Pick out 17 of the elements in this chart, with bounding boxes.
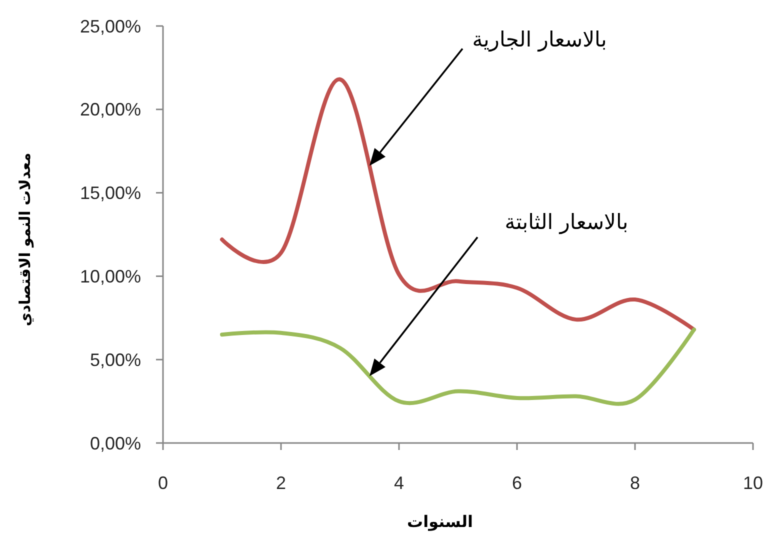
x-tick-label: 6 (512, 473, 522, 493)
y-axis-title: معدلات النمو الاقتصادي (16, 152, 34, 326)
y-tick-label: 20,00% (80, 100, 141, 120)
y-tick-label: 25,00% (80, 16, 141, 36)
line-series (220, 77, 696, 332)
x-tick-label: 2 (276, 473, 286, 493)
annotation: بالاسعار الجارية (472, 28, 607, 53)
x-tick-label: 4 (394, 473, 404, 493)
y-tick-label: 10,00% (80, 266, 141, 286)
y-tick-label: 0,00% (90, 433, 141, 454)
y-tick-label: 5,00% (90, 350, 141, 370)
x-tick-label: 0 (158, 473, 168, 493)
y-tick-label: 15,00% (80, 183, 141, 204)
x-tick-label: 8 (630, 473, 640, 493)
x-axis-title: السنوات (407, 512, 473, 531)
annotation: بالاسعار الثابتة (504, 210, 628, 236)
x-tick-label: 10 (742, 473, 764, 493)
